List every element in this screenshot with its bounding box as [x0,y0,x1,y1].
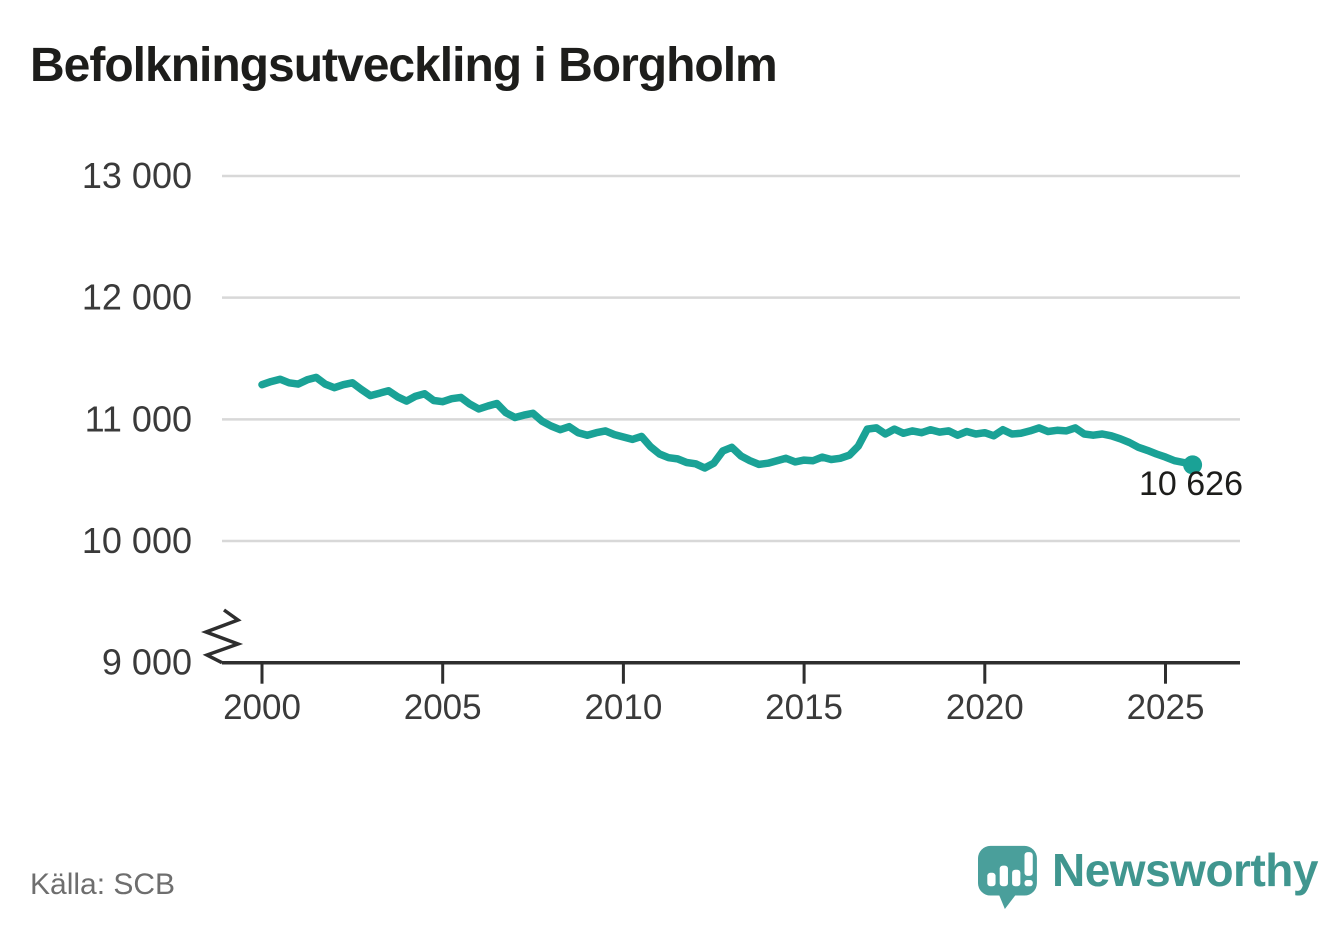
population-line [258,373,1197,472]
x-tick-label: 2015 [765,688,843,727]
logo-exclamation-bar-icon [1024,852,1033,876]
chart-title: Befolkningsutveckling i Borgholm [30,39,778,92]
y-axis-break-icon [201,608,244,665]
y-tick-label: 10 000 [82,520,192,561]
y-tick-label: 11 000 [85,398,192,439]
newsworthy-logo-text: Newsworthy [1052,844,1318,896]
y-tick-label: 13 000 [82,155,192,196]
x-tick-label: 2005 [404,688,482,727]
logo-bar-2-icon [999,865,1008,887]
x-tick-label: 2000 [223,688,301,727]
logo-bar-3-icon [1012,869,1021,887]
logo-bar-1-icon [987,872,996,887]
x-tick-label: 2025 [1127,688,1205,727]
source-label: Källa: SCB [30,868,176,901]
line-chart: 2000 2005 2010 2015 2020 2025 13 000 12 000 11 0… [82,155,1243,727]
last-value-label: 10 626 [1139,465,1243,503]
y-tick-label: 12 000 [82,277,192,318]
newsworthy-logo: Newsworthy [978,845,1318,913]
logo-speech-bubble-tail [997,891,1019,909]
logo-exclamation-dot-icon [1024,880,1033,887]
x-tick-label: 2010 [584,688,662,727]
newsworthy-logo-icon [978,845,1037,909]
x-tick-label: 2020 [946,688,1024,727]
last-point-dot [1183,455,1203,475]
y-tick-label: 9 000 [102,642,192,683]
